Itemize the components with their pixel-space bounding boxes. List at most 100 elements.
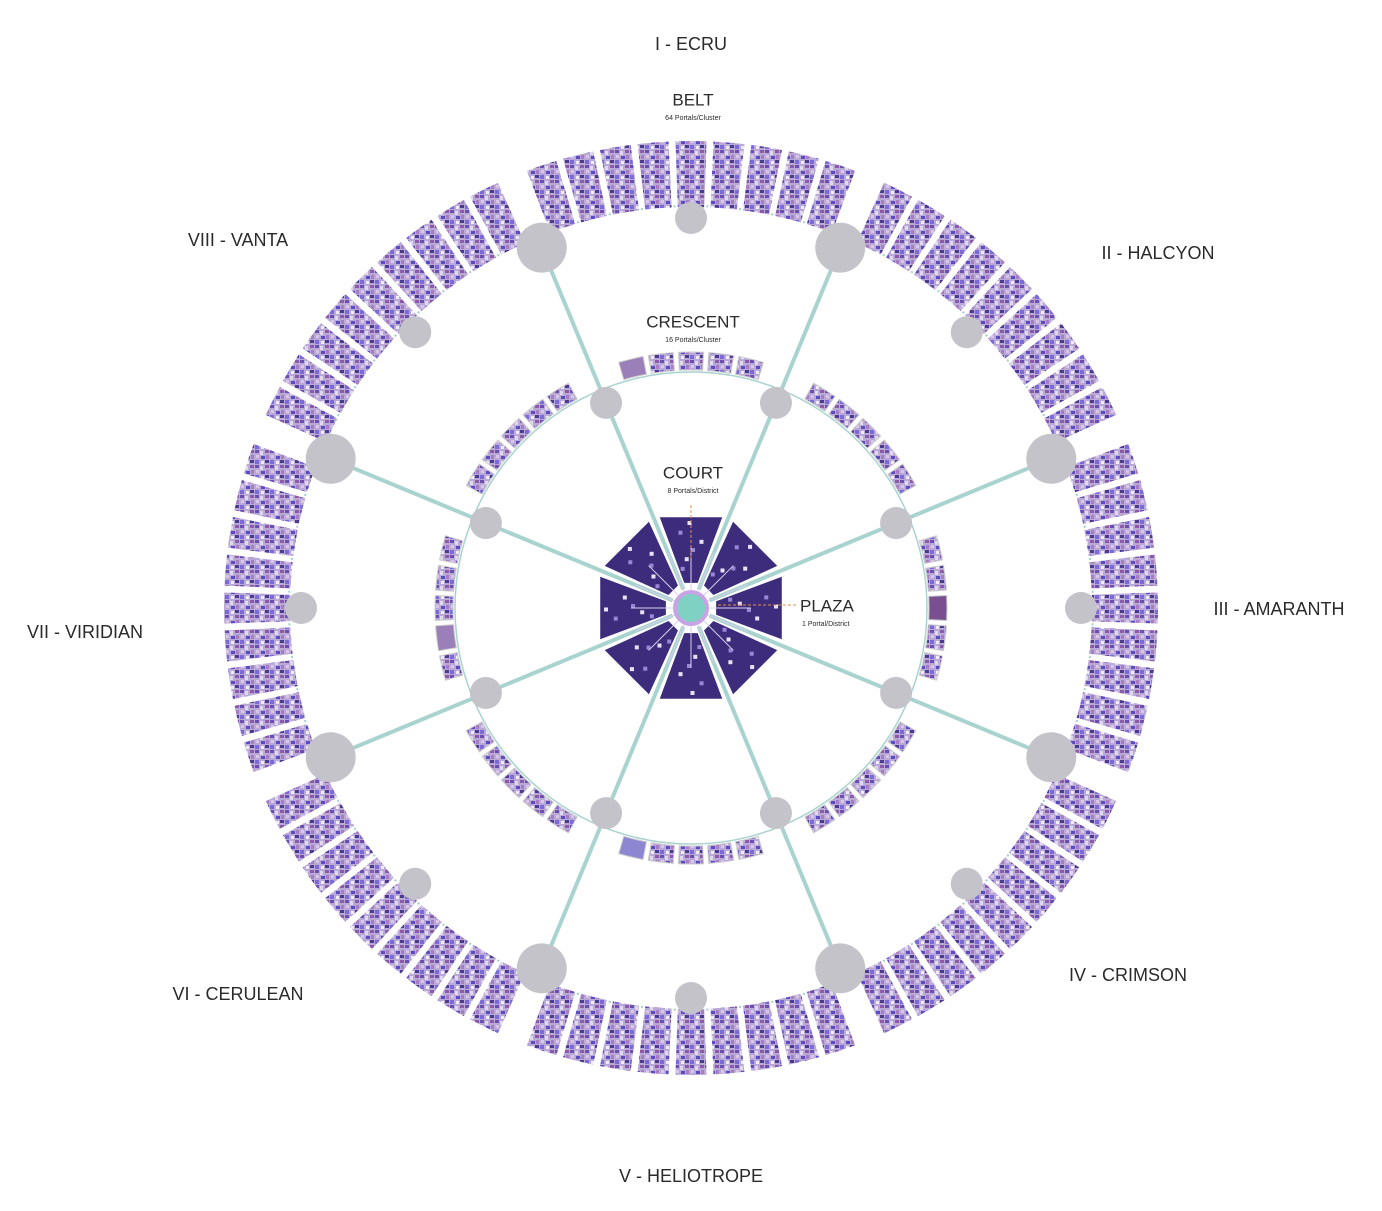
court-portal — [690, 690, 695, 695]
belt-tile — [1081, 657, 1157, 702]
court-portal — [737, 601, 742, 606]
belt-node — [285, 592, 317, 624]
court-portal — [697, 645, 702, 650]
spoke — [329, 613, 674, 760]
court-portal — [655, 584, 660, 589]
crescent-node — [880, 507, 913, 540]
belt-tile — [708, 1004, 747, 1077]
belt-tile — [280, 800, 358, 865]
belt-tile — [740, 998, 785, 1074]
belt-node — [950, 867, 983, 900]
court-portal — [699, 681, 704, 686]
belt-node — [675, 982, 707, 1014]
district-label: II - HALCYON — [1101, 243, 1214, 263]
belt-tile — [222, 552, 295, 591]
crescent-tile — [647, 842, 675, 864]
court-portal — [649, 551, 654, 556]
court-portal — [750, 665, 755, 670]
belt-tile — [1089, 590, 1161, 626]
crescent-tile — [435, 564, 457, 592]
spokes — [285, 202, 1097, 1014]
crescent-track — [454, 371, 928, 845]
court-path — [667, 552, 685, 592]
crescent-tile — [677, 351, 705, 371]
crescent-node — [469, 507, 502, 540]
belt-tile — [597, 142, 642, 218]
belt-tile — [673, 139, 709, 210]
court-path — [703, 620, 734, 651]
court-portal — [764, 595, 769, 600]
belt-tile — [673, 1006, 709, 1078]
belt-tile — [883, 941, 948, 1019]
crescent-tile — [481, 745, 513, 777]
crescent-node — [880, 676, 913, 709]
belt-tile — [635, 139, 674, 212]
crescent-tile — [804, 804, 836, 834]
belt-tile — [911, 923, 979, 1000]
court-portal — [773, 604, 778, 609]
crescent-tile — [522, 786, 554, 818]
spoke — [708, 613, 1053, 760]
crescent-tile — [546, 804, 578, 834]
court-portal — [622, 595, 627, 600]
court-path — [707, 584, 747, 602]
court-portal — [728, 597, 733, 602]
crescent-tile — [925, 564, 947, 592]
belt-tile — [985, 854, 1060, 925]
court-portal — [746, 608, 751, 613]
court-path — [667, 624, 685, 664]
belt-tile — [1087, 625, 1160, 664]
court-portal — [749, 651, 754, 656]
crescent-tile — [465, 721, 495, 753]
crescent-tile — [869, 745, 901, 777]
court-portal — [604, 607, 609, 612]
court-portal — [646, 645, 651, 650]
court-portal — [657, 643, 662, 648]
belt-tile — [1006, 320, 1083, 388]
court-portal — [726, 637, 731, 642]
ring-title: COURT — [663, 463, 723, 482]
belt-hub — [305, 732, 356, 783]
court-portal — [667, 639, 672, 644]
belt-tile — [772, 148, 822, 225]
belt-tile — [772, 991, 822, 1068]
spoke — [696, 625, 843, 970]
district-label: VI - CERULEAN — [172, 984, 303, 1004]
court — [600, 517, 782, 699]
crescent-tile — [481, 439, 513, 471]
belt-tile — [434, 941, 499, 1019]
belt-tile — [374, 239, 445, 314]
court-portal — [748, 544, 753, 549]
belt-tile — [937, 239, 1008, 314]
belt-node — [399, 316, 432, 349]
ring-subtitle: 8 Portals/District — [668, 488, 719, 495]
crescent-tile — [804, 382, 836, 412]
belt-tile — [597, 998, 642, 1074]
crescent-tile — [707, 842, 735, 864]
court-portal — [731, 566, 736, 571]
belt-tile — [635, 1004, 674, 1077]
belt-tile — [222, 625, 295, 664]
belt-tile — [1006, 828, 1083, 896]
court-path — [635, 614, 675, 632]
belt-tile — [1081, 514, 1157, 559]
court-portal — [628, 560, 633, 565]
spoke — [539, 246, 686, 591]
court-portal — [678, 672, 683, 677]
belt-tile — [560, 148, 610, 225]
crescent-tile — [677, 845, 705, 865]
court-path — [648, 620, 679, 651]
spoke — [539, 625, 686, 970]
court-portal — [649, 614, 654, 619]
belt-node — [950, 316, 983, 349]
belt-tile — [222, 590, 293, 626]
belt-tile — [403, 216, 471, 293]
crescent-tile — [928, 594, 948, 622]
spoke — [329, 456, 674, 603]
district-label: VII - VIRIDIAN — [27, 622, 143, 642]
court-portal — [720, 568, 725, 573]
court-portal — [710, 572, 715, 577]
court-portal — [722, 627, 727, 632]
belt-tile — [280, 351, 358, 416]
crescent-node — [590, 386, 623, 419]
